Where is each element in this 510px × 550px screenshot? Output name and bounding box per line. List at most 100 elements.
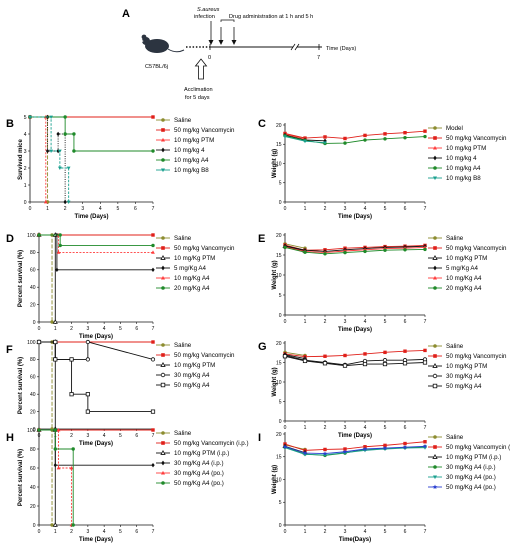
- series-line: [284, 445, 426, 455]
- x-tick-label: 7: [424, 529, 427, 535]
- legend-label: 10 mg/kg PTM: [446, 145, 486, 152]
- data-point-marker: [363, 138, 367, 142]
- data-point-marker: [433, 435, 437, 439]
- data-point-marker: [402, 444, 408, 450]
- y-tick-label: 80: [30, 447, 36, 453]
- x-tick-label: 0: [38, 326, 41, 332]
- legend-label: 30 mg/Kg A4 (i.p.): [174, 460, 224, 467]
- legend-label: 10 mg/kg B8: [174, 167, 209, 174]
- y-axis-title: Survived mice: [18, 138, 24, 179]
- x-tick-label: 0: [29, 206, 32, 212]
- data-point-marker: [52, 319, 58, 324]
- data-point-marker: [150, 409, 156, 414]
- y-axis-title: Percent survival (%): [18, 250, 24, 307]
- x-tick-label: 5: [119, 433, 122, 439]
- data-point-marker: [283, 135, 287, 139]
- data-point-marker: [53, 428, 57, 432]
- data-point-marker: [433, 145, 437, 150]
- x-tick-label: 1: [54, 529, 57, 535]
- data-point-marker: [161, 441, 165, 445]
- x-tick-label: 2: [324, 206, 327, 212]
- data-point-marker: [53, 447, 57, 451]
- legend-label: 10 mg/kg 4: [174, 147, 205, 154]
- x-tick-label: 1: [304, 206, 307, 212]
- data-point-marker: [69, 465, 74, 470]
- legend-label: 10 mg/Kg PTM (i.p.): [174, 450, 229, 457]
- data-point-marker: [161, 470, 165, 475]
- legend-label: 50 mg/kg Vancomycin (i.p.): [446, 444, 510, 451]
- x-tick-label: 2: [70, 529, 73, 535]
- legend-label: Saline: [446, 343, 464, 350]
- x-tick-label: 7: [152, 206, 155, 212]
- data-point-marker: [160, 362, 166, 367]
- data-point-marker: [342, 449, 348, 454]
- data-point-marker: [422, 360, 428, 365]
- legend-label: 10 mg/Kg PTM: [174, 255, 215, 262]
- y-tick-label: 5: [279, 293, 282, 299]
- panel-letter: H: [6, 432, 14, 444]
- y-tick-label: 0: [33, 523, 36, 529]
- data-point-marker: [423, 245, 427, 249]
- data-point-marker: [432, 363, 438, 368]
- legend-label: 50 mg/kg Vancomycin (i.p.): [174, 440, 249, 447]
- series-line: [30, 116, 49, 202]
- chart-panel-f: F01234567020406080100Time (Days)Percent …: [6, 339, 235, 447]
- x-tick-label: 0: [284, 425, 287, 431]
- chart-panel-g: G 0 1 2 3 4 5 6 7 0 5 10 15 20 Time (Days) Weight (g) Sa…: [258, 341, 507, 439]
- x-axis-title: Time (Days): [79, 537, 113, 543]
- data-point-marker: [151, 340, 155, 344]
- legend-label: Saline: [174, 117, 192, 124]
- y-tick-label: 100: [27, 428, 36, 434]
- data-point-marker: [433, 155, 437, 161]
- x-tick-label: 4: [364, 319, 367, 325]
- data-point-marker: [432, 454, 438, 459]
- y-tick-label: 20: [30, 302, 36, 308]
- acclimation-label-line1: Acclimation: [184, 87, 213, 93]
- data-series: 20 mg/Kg A4: [37, 233, 210, 292]
- data-point-marker: [58, 166, 62, 171]
- legend-label: 30 mg/Kg A4 (po.): [174, 470, 224, 477]
- data-point-marker: [151, 243, 155, 248]
- y-axis-title: Weight (g): [272, 260, 278, 289]
- legend-label: 5 mg/Kg A4: [446, 265, 479, 272]
- data-point-marker: [433, 265, 437, 271]
- drug-arrow-5h-head: [231, 40, 237, 45]
- series-line: [30, 116, 70, 202]
- series-line: [39, 341, 56, 429]
- y-tick-label: 100: [27, 233, 36, 239]
- y-axis-title: Weight (g): [272, 367, 278, 396]
- data-point-marker: [85, 409, 90, 414]
- data-point-marker: [50, 523, 54, 527]
- legend-label: 50 mg/kg Vancomycin: [174, 352, 235, 359]
- data-point-marker: [433, 246, 437, 250]
- mouse-strain-label: C57BL/6j: [145, 64, 168, 70]
- data-point-marker: [55, 267, 59, 273]
- series-line: [284, 349, 426, 358]
- y-tick-label: 3: [24, 149, 27, 155]
- legend-label: Saline: [446, 434, 464, 441]
- data-point-marker: [161, 118, 165, 122]
- data-point-marker: [423, 134, 427, 139]
- x-tick-label: 7: [152, 433, 155, 439]
- x-tick-label: 6: [404, 319, 407, 325]
- data-point-marker: [403, 441, 407, 446]
- series-line: [39, 341, 153, 413]
- data-point-marker: [49, 149, 53, 154]
- data-point-marker: [432, 255, 438, 260]
- x-axis-title: Time (Days): [338, 214, 372, 220]
- legend-label: 10 mg/kg B8: [446, 175, 481, 182]
- data-point-marker: [343, 250, 347, 255]
- y-tick-label: 80: [30, 357, 36, 363]
- data-point-marker: [362, 446, 368, 451]
- x-tick-label: 1: [304, 425, 307, 431]
- y-tick-label: 100: [27, 340, 36, 346]
- x-tick-label: 2: [324, 529, 327, 535]
- data-point-marker: [432, 484, 438, 490]
- data-point-marker: [422, 443, 428, 449]
- chart-panels: B 0 1 2 3 4 5 6 7 0 1 2 3 4 5 Time (Days) Survived mice S…: [6, 114, 510, 543]
- legend-label: 10 mg/kg A4: [174, 157, 209, 164]
- data-point-marker: [433, 475, 437, 480]
- y-tick-label: 1: [24, 183, 27, 189]
- x-tick-label: 2: [64, 206, 67, 212]
- y-tick-label: 5: [24, 115, 27, 121]
